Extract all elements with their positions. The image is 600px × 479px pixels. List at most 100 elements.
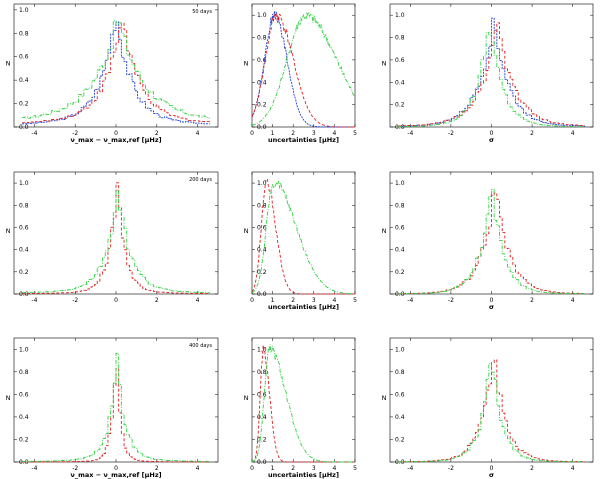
series-green (398, 189, 585, 295)
y-axis-label: N (244, 227, 249, 235)
x-tick-label: -2 (448, 297, 454, 304)
series-red (22, 368, 210, 463)
x-axis-label: ν_max − ν_max,ref [μHz] (70, 136, 161, 144)
y-tick-label: 0.2 (395, 436, 405, 443)
x-tick-label: 4 (196, 297, 200, 304)
x-tick-label: 4 (196, 465, 200, 472)
series-green (251, 344, 355, 463)
y-tick-label: 0.2 (19, 436, 29, 443)
y-tick-label: 0.8 (395, 35, 405, 42)
y-tick-label: 0.8 (395, 369, 405, 376)
x-tick-label: 4 (332, 130, 336, 137)
x-tick-label: 2 (530, 297, 534, 304)
y-tick-label: 1.0 (19, 346, 29, 353)
y-tick-label: 0.8 (19, 369, 29, 376)
panel-2-2: -4 -2 0 2 4 0.0 0.2 0.4 0.6 0.8 1.0 Nσ (382, 337, 594, 479)
series-blue (398, 17, 585, 127)
x-tick-label: 2 (530, 465, 534, 472)
y-tick-label: 0.8 (257, 35, 267, 42)
y-tick-label: 0.6 (257, 391, 267, 398)
y-tick-label: 0.4 (19, 77, 29, 84)
y-tick-label: 0.4 (395, 247, 405, 254)
series-blue (251, 10, 355, 128)
axes-frame (389, 3, 594, 128)
y-axis-label: N (382, 394, 387, 402)
y-tick-label: 0.4 (19, 247, 29, 254)
x-tick-label: 4 (571, 130, 575, 137)
y-tick-label: 0.2 (257, 436, 267, 443)
series-green (251, 180, 356, 295)
series-red (398, 359, 585, 463)
y-tick-label: 0.6 (19, 391, 29, 398)
x-tick-label: 1 (271, 465, 275, 472)
series-green (22, 189, 210, 294)
y-tick-label: 1.0 (257, 12, 267, 19)
y-axis-label: N (244, 60, 249, 68)
axes-frame (251, 171, 356, 295)
x-axis-label: uncertainties [μHz] (268, 471, 339, 479)
x-tick-label: 1 (271, 130, 275, 137)
y-tick-label: 0.4 (257, 247, 267, 254)
x-tick-label: 2 (291, 297, 295, 304)
panel-0-2: -4 -2 0 2 4 0.0 0.2 0.4 0.6 0.8 1.0 Nσ (382, 3, 594, 144)
x-tick-label: 4 (196, 130, 200, 137)
y-tick-label: 0.6 (395, 224, 405, 231)
y-tick-label: 0.0 (19, 459, 29, 466)
y-tick-label: 0.2 (257, 269, 267, 276)
y-tick-label: 0.4 (395, 79, 405, 86)
x-tick-label: 0 (250, 130, 254, 137)
x-tick-label: -2 (448, 130, 454, 137)
x-tick-label: 3 (312, 130, 316, 137)
y-tick-label: 0.2 (257, 102, 267, 109)
axes-frame (389, 171, 594, 295)
x-tick-label: 2 (155, 297, 159, 304)
axes-frame (251, 3, 356, 128)
y-tick-label: 0.2 (19, 269, 29, 276)
series-green (251, 10, 356, 126)
x-tick-label: -2 (72, 465, 78, 472)
series-green (22, 352, 210, 462)
x-tick-label: 5 (353, 465, 357, 472)
y-tick-label: 0.4 (19, 414, 29, 421)
y-tick-label: 1.0 (395, 12, 405, 19)
series-red (398, 22, 585, 127)
y-tick-label: 1.0 (19, 7, 29, 14)
y-tick-label: 0.0 (395, 459, 405, 466)
x-tick-label: 0 (490, 297, 494, 304)
y-tick-label: 0.6 (257, 57, 267, 64)
series-red (251, 12, 356, 128)
x-tick-label: -4 (407, 297, 413, 304)
y-tick-label: 1.0 (395, 346, 405, 353)
y-tick-label: 0.0 (395, 291, 405, 298)
x-tick-label: 0 (114, 465, 118, 472)
panel-1-2: -4 -2 0 2 4 0.0 0.2 0.4 0.6 0.8 1.0 Nσ (382, 171, 594, 311)
x-tick-label: 4 (571, 465, 575, 472)
y-tick-label: 0.0 (19, 124, 29, 131)
panel-1-0: -4 -2 0 2 4 0.0 0.2 0.4 0.6 0.8 1.0 N 200 days (6, 171, 219, 304)
x-tick-label: 0 (114, 297, 118, 304)
panel-annotation: 200 days (189, 177, 212, 183)
x-tick-label: 2 (155, 130, 159, 137)
y-tick-label: 0.0 (257, 459, 267, 466)
x-axis-label: σ (489, 136, 494, 144)
x-axis-label: uncertainties [μHz] (268, 136, 339, 144)
x-tick-label: -2 (72, 297, 78, 304)
y-tick-label: 0.8 (395, 202, 405, 209)
y-tick-label: 0.4 (395, 414, 405, 421)
axes-frame (13, 337, 219, 463)
y-tick-label: 0.8 (19, 202, 29, 209)
y-axis-label: N (6, 60, 11, 68)
series-green (22, 19, 210, 119)
y-tick-label: 0.8 (257, 202, 267, 209)
x-tick-label: 3 (312, 465, 316, 472)
y-tick-label: 0.0 (257, 124, 267, 131)
x-tick-label: 0 (490, 465, 494, 472)
x-tick-label: -2 (72, 130, 78, 137)
axes-frame (389, 337, 594, 463)
y-tick-label: 1.0 (257, 346, 267, 353)
x-axis-label: σ (489, 303, 494, 311)
x-tick-label: -4 (407, 130, 413, 137)
